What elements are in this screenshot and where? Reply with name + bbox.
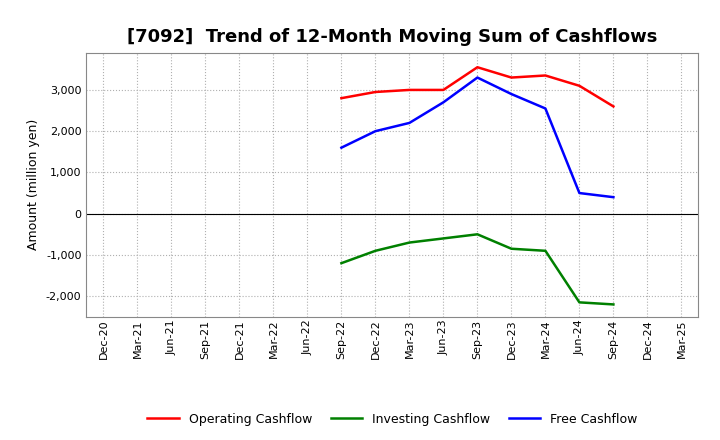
Operating Cashflow <box>439 87 448 92</box>
Investing Cashflow <box>439 236 448 241</box>
Operating Cashflow <box>337 95 346 101</box>
Free Cashflow <box>609 194 618 200</box>
Operating Cashflow <box>405 87 414 92</box>
Investing Cashflow <box>371 248 379 253</box>
Investing Cashflow <box>609 302 618 307</box>
Free Cashflow <box>507 92 516 97</box>
Free Cashflow <box>575 191 584 196</box>
Free Cashflow <box>337 145 346 150</box>
Free Cashflow <box>371 128 379 134</box>
Operating Cashflow <box>541 73 550 78</box>
Y-axis label: Amount (million yen): Amount (million yen) <box>27 119 40 250</box>
Free Cashflow <box>541 106 550 111</box>
Investing Cashflow <box>405 240 414 245</box>
Title: [7092]  Trend of 12-Month Moving Sum of Cashflows: [7092] Trend of 12-Month Moving Sum of C… <box>127 28 657 46</box>
Operating Cashflow <box>371 89 379 95</box>
Investing Cashflow <box>541 248 550 253</box>
Investing Cashflow <box>575 300 584 305</box>
Line: Investing Cashflow: Investing Cashflow <box>341 234 613 304</box>
Free Cashflow <box>439 99 448 105</box>
Legend: Operating Cashflow, Investing Cashflow, Free Cashflow: Operating Cashflow, Investing Cashflow, … <box>143 407 642 430</box>
Free Cashflow <box>473 75 482 80</box>
Investing Cashflow <box>473 231 482 237</box>
Line: Free Cashflow: Free Cashflow <box>341 77 613 197</box>
Operating Cashflow <box>473 65 482 70</box>
Operating Cashflow <box>609 104 618 109</box>
Line: Operating Cashflow: Operating Cashflow <box>341 67 613 106</box>
Operating Cashflow <box>507 75 516 80</box>
Free Cashflow <box>405 120 414 125</box>
Operating Cashflow <box>575 83 584 88</box>
Investing Cashflow <box>337 260 346 266</box>
Investing Cashflow <box>507 246 516 251</box>
